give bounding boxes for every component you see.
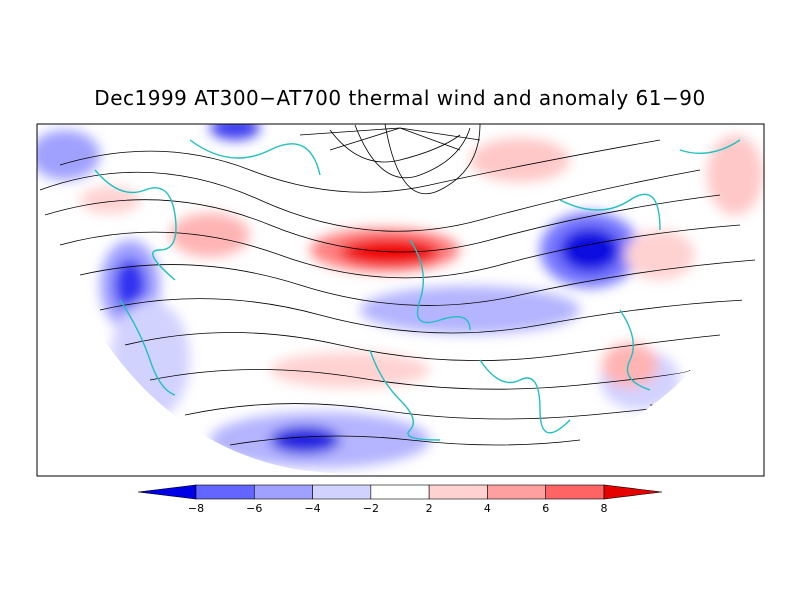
anomaly-blob [170,213,250,257]
colorbar-arrow-low [137,484,197,500]
map-frame [36,123,765,477]
colorbar-arrow-high [603,484,663,500]
colorbar-segment [370,484,430,500]
colorbar-tick-label: 8 [601,502,608,515]
coastlines [94,139,741,441]
anomaly-field [37,124,764,476]
colorbar-tick-label: −2 [363,502,379,515]
colorbar-segment [253,484,313,500]
anomaly-blob [270,426,340,454]
anomaly-blob [707,135,763,215]
colorbar-segment [545,484,605,500]
colorbar-segment [195,484,255,500]
anomaly-blob [270,352,430,388]
colorbar-tick-label: −4 [304,502,320,515]
anomaly-blob [560,228,620,272]
anomaly-blob [37,130,100,180]
colorbar-segment [428,484,488,500]
anomaly-blob [114,259,146,311]
colorbar-segment [487,484,547,500]
page-title: Dec1999 AT300−AT700 thermal wind and ano… [94,86,706,110]
colorbar-segment [312,484,372,500]
anomaly-blob [80,186,140,214]
colorbar-tick-label: 4 [484,502,491,515]
anomaly-blob [210,124,260,140]
colorbar-tick-label: 6 [542,502,549,515]
colorbar-tick-label: 2 [426,502,433,515]
anomaly-blob [602,343,658,387]
anomaly-blob [360,286,580,334]
streamlines [39,124,756,446]
colorbar-tick-label: −6 [246,502,262,515]
colorbar-tick-label: −8 [188,502,204,515]
